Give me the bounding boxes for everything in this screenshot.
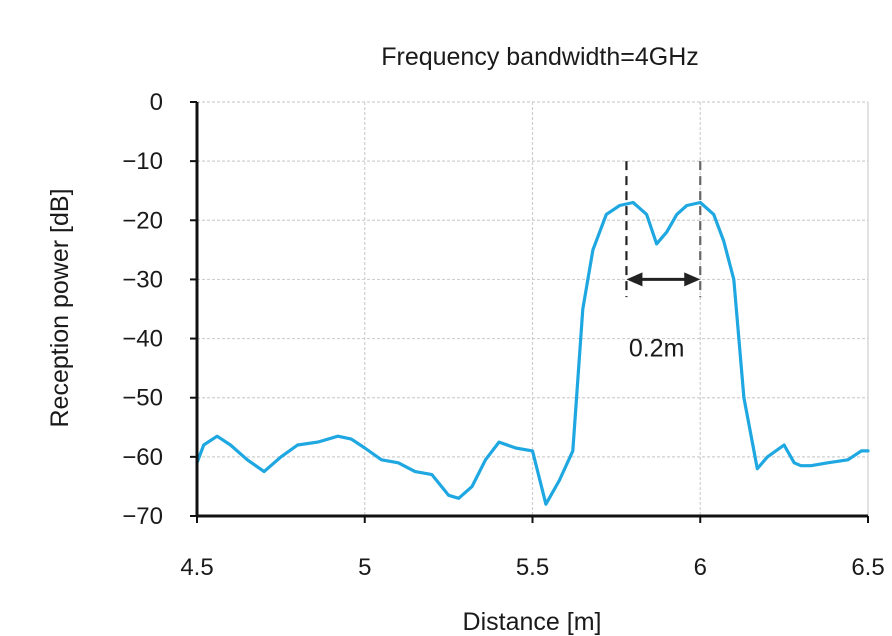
x-tick-label: 5 xyxy=(358,554,371,581)
axes xyxy=(190,101,869,523)
annotation-arrowhead-right xyxy=(684,272,701,287)
tick-labels: 0 −10 −20 −30 −40 −50 −60 −70 4.5 5 5.5 6 6.5 xyxy=(122,89,884,581)
y-tick-label: −10 xyxy=(122,148,163,175)
x-tick-label: 4.5 xyxy=(180,554,213,581)
annotation-label: 0.2m xyxy=(629,335,685,363)
x-axis-title: Distance [m] xyxy=(463,608,602,636)
y-tick-label: −20 xyxy=(122,207,163,234)
y-tick-label: 0 xyxy=(150,89,163,116)
series-group xyxy=(195,200,870,506)
y-tick-label: −60 xyxy=(122,444,163,471)
annotation-group: 0.2m xyxy=(625,161,702,363)
annotation-arrowhead-left xyxy=(626,272,643,287)
x-tick-label: 5.5 xyxy=(516,554,549,581)
chart-title: Frequency bandwidth=4GHz xyxy=(381,43,699,71)
y-tick-label: −70 xyxy=(122,503,163,530)
y-tick-label: −50 xyxy=(122,385,163,412)
x-tick-label: 6.5 xyxy=(851,554,884,581)
x-tick-label: 6 xyxy=(694,554,707,581)
series-line xyxy=(195,200,870,506)
y-axis-title: Reception power [dB] xyxy=(46,188,74,427)
y-tick-label: −30 xyxy=(122,266,163,293)
y-tick-label: −40 xyxy=(122,326,163,353)
